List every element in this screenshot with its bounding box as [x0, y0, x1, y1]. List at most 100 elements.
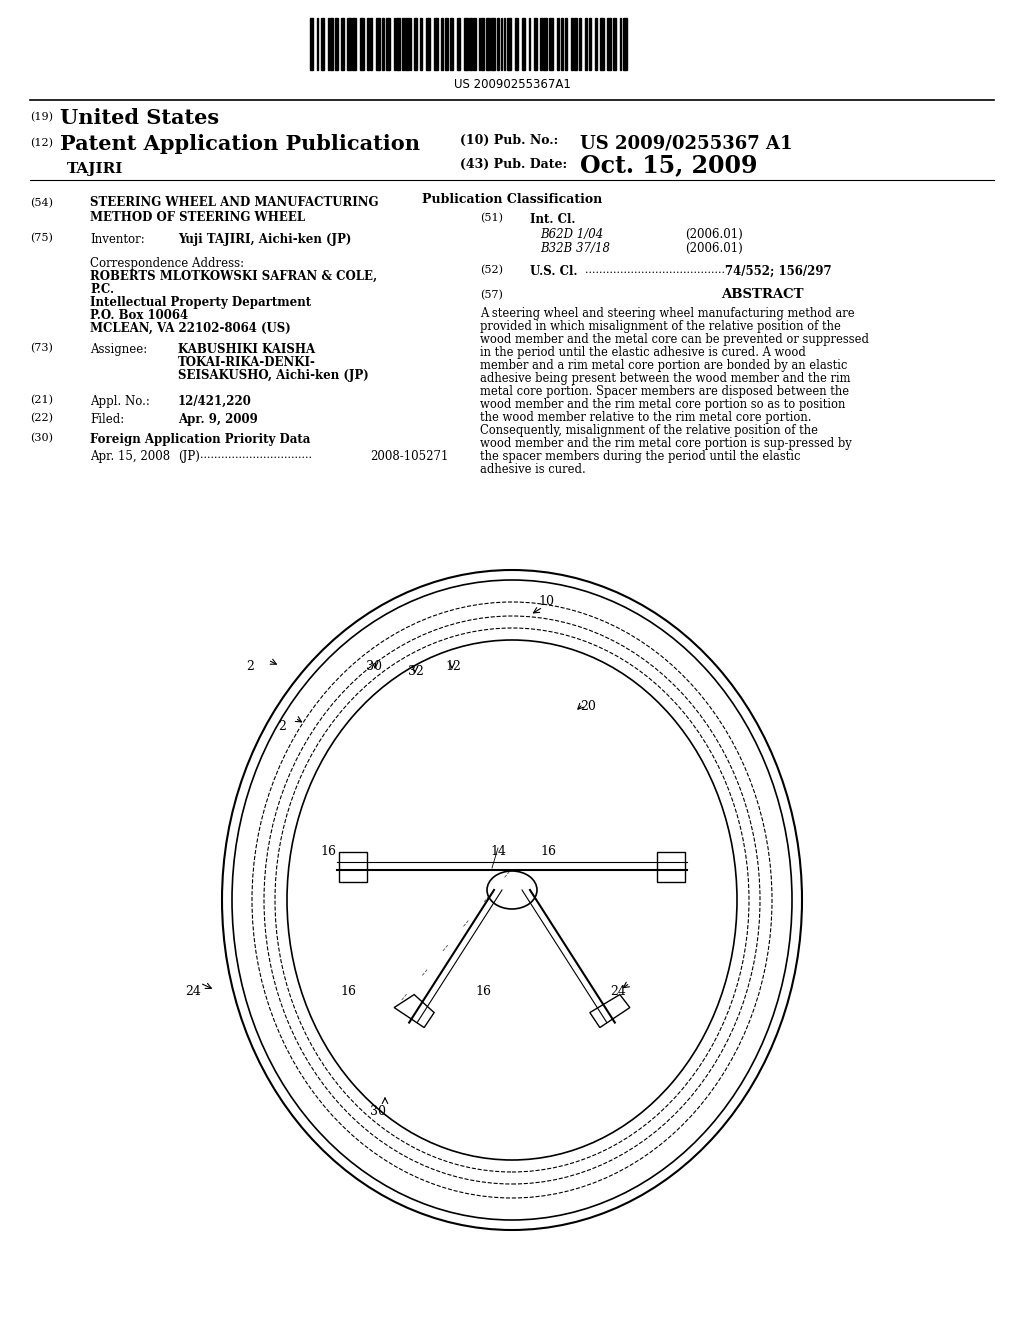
Bar [335, 18, 338, 70]
Text: (73): (73) [30, 343, 53, 354]
Text: KABUSHIKI KAISHA: KABUSHIKI KAISHA [178, 343, 315, 356]
Bar [623, 18, 627, 70]
Text: Oct. 15, 2009: Oct. 15, 2009 [580, 153, 758, 177]
Text: (75): (75) [30, 234, 53, 243]
Bar [490, 18, 495, 70]
Bar [534, 18, 537, 70]
Bar [441, 18, 443, 70]
Text: Apr. 9, 2009: Apr. 9, 2009 [178, 413, 258, 426]
Bar [341, 18, 344, 70]
Text: P.C.: P.C. [90, 282, 114, 296]
Text: 2: 2 [278, 719, 286, 733]
Bar [595, 18, 597, 70]
Text: provided in which misalignment of the relative position of the: provided in which misalignment of the re… [480, 319, 841, 333]
Text: 24: 24 [610, 985, 626, 998]
Bar [382, 18, 384, 70]
Bar [557, 18, 559, 70]
Bar [321, 18, 324, 70]
Text: (19): (19) [30, 112, 53, 123]
Text: (30): (30) [30, 433, 53, 444]
Text: 10: 10 [538, 595, 554, 609]
Bar [406, 18, 409, 70]
Text: Inventor:: Inventor: [90, 234, 144, 246]
Text: METHOD OF STEERING WHEEL: METHOD OF STEERING WHEEL [90, 211, 305, 224]
Text: (43) Pub. Date:: (43) Pub. Date: [460, 158, 567, 172]
Text: 16: 16 [540, 845, 556, 858]
Text: (22): (22) [30, 413, 53, 424]
Bar [481, 18, 484, 70]
Bar [585, 18, 587, 70]
Text: ........................................: ........................................ [585, 265, 725, 275]
Text: Yuji TAJIRI, Aichi-ken (JP): Yuji TAJIRI, Aichi-ken (JP) [178, 234, 351, 246]
Bar [561, 18, 563, 70]
Text: B62D 1/04: B62D 1/04 [540, 228, 603, 242]
Text: Publication Classification: Publication Classification [422, 193, 602, 206]
Bar [414, 18, 417, 70]
Text: Filed:: Filed: [90, 413, 124, 426]
Text: (10) Pub. No.:: (10) Pub. No.: [460, 135, 558, 147]
Text: TAJIRI: TAJIRI [67, 162, 123, 176]
Bar [473, 18, 476, 70]
Text: US 2009/0255367 A1: US 2009/0255367 A1 [580, 135, 793, 152]
Text: (54): (54) [30, 198, 53, 209]
Bar [450, 18, 453, 70]
Bar [347, 18, 351, 70]
Text: Appl. No.:: Appl. No.: [90, 395, 150, 408]
Bar [522, 18, 525, 70]
Text: Intellectual Property Department: Intellectual Property Department [90, 296, 311, 309]
Text: in the period until the elastic adhesive is cured. A wood: in the period until the elastic adhesive… [480, 346, 806, 359]
Text: 2: 2 [246, 660, 254, 673]
Bar [600, 18, 604, 70]
Bar [367, 18, 369, 70]
Bar [376, 18, 380, 70]
Bar [613, 18, 616, 70]
Text: (12): (12) [30, 139, 53, 148]
Bar [571, 18, 573, 70]
Text: B32B 37/18: B32B 37/18 [540, 242, 610, 255]
Text: wood member and the metal core can be prevented or suppressed: wood member and the metal core can be pr… [480, 333, 869, 346]
Text: A steering wheel and steering wheel manufacturing method are: A steering wheel and steering wheel manu… [480, 308, 855, 319]
Bar [396, 18, 400, 70]
Bar [497, 18, 499, 70]
Text: (21): (21) [30, 395, 53, 405]
Text: ROBERTS MLOTKOWSKI SAFRAN & COLE,: ROBERTS MLOTKOWSKI SAFRAN & COLE, [90, 271, 377, 282]
Text: 30: 30 [370, 1105, 386, 1118]
Text: 32: 32 [408, 665, 424, 678]
Bar [426, 18, 430, 70]
Text: metal core portion. Spacer members are disposed between the: metal core portion. Spacer members are d… [480, 385, 849, 399]
Bar [445, 18, 449, 70]
Bar [434, 18, 438, 70]
Bar [352, 18, 356, 70]
Text: 12: 12 [445, 660, 461, 673]
Text: ABSTRACT: ABSTRACT [721, 288, 803, 301]
Text: MCLEAN, VA 22102-8064 (US): MCLEAN, VA 22102-8064 (US) [90, 322, 291, 335]
Text: wood member and the rim metal core portion so as to position: wood member and the rim metal core porti… [480, 399, 846, 411]
Text: United States: United States [60, 108, 219, 128]
Bar [549, 18, 553, 70]
Text: the wood member relative to the rim metal core portion.: the wood member relative to the rim meta… [480, 411, 811, 424]
Text: P.O. Box 10064: P.O. Box 10064 [90, 309, 188, 322]
Text: adhesive being present between the wood member and the rim: adhesive being present between the wood … [480, 372, 851, 385]
Text: US 20090255367A1: US 20090255367A1 [454, 78, 570, 91]
Text: 12/421,220: 12/421,220 [178, 395, 252, 408]
Bar [540, 18, 542, 70]
Text: ................................: ................................ [200, 450, 312, 459]
Text: Correspondence Address:: Correspondence Address: [90, 257, 244, 271]
Bar [589, 18, 591, 70]
Text: STEERING WHEEL AND MANUFACTURING: STEERING WHEEL AND MANUFACTURING [90, 195, 379, 209]
Bar [370, 18, 372, 70]
Text: (2006.01): (2006.01) [685, 242, 742, 255]
Bar [310, 18, 313, 70]
Text: SEISAKUSHO, Aichi-ken (JP): SEISAKUSHO, Aichi-ken (JP) [178, 370, 369, 381]
Text: 16: 16 [319, 845, 336, 858]
Text: (52): (52) [480, 265, 503, 276]
Bar [543, 18, 547, 70]
Text: 74/552; 156/297: 74/552; 156/297 [725, 265, 831, 279]
Bar [579, 18, 581, 70]
Text: (51): (51) [480, 213, 503, 223]
Bar [574, 18, 577, 70]
Text: member and a rim metal core portion are bonded by an elastic: member and a rim metal core portion are … [480, 359, 848, 372]
Text: 30: 30 [366, 660, 382, 673]
Text: 14: 14 [490, 845, 506, 858]
Text: 24: 24 [185, 985, 201, 998]
